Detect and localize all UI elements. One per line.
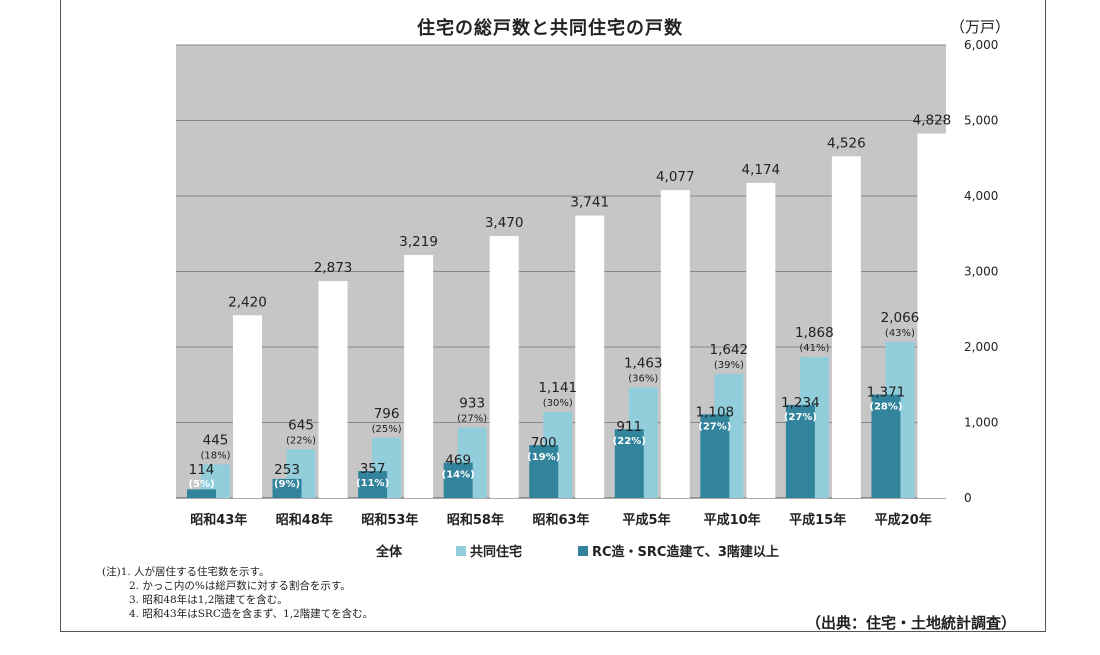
y-tick-label: 2,000 (964, 340, 998, 354)
legend-apartment: 共同住宅 (456, 541, 522, 560)
data-label-rc: 114 (189, 462, 215, 478)
pct-label-rc: (22%) (613, 436, 646, 447)
note-1: (注)1. 人が居住する住宅数を示す。 (102, 566, 270, 578)
bar-rc (187, 489, 216, 498)
bar-total (917, 133, 947, 498)
y-tick-label: 4,000 (964, 189, 998, 203)
bar-rc (272, 478, 302, 498)
data-label-rc: 1,371 (867, 384, 906, 400)
x-tick-label: 昭和43年 (190, 512, 247, 528)
bar-total (660, 190, 690, 498)
data-label-total: 4,174 (742, 162, 781, 178)
pct-label-rc: (19%) (527, 452, 560, 463)
legend-rc-swatch (578, 545, 588, 556)
pct-label-apartment: (36%) (628, 374, 658, 385)
unit-label: （万戸） (950, 18, 1011, 36)
data-label-total: 4,077 (656, 169, 695, 185)
bar-total (575, 215, 605, 498)
notes: (注)1. 人が居住する住宅数を示す。 2. かっこ内の%は総戸数に対する割合を… (102, 565, 374, 621)
data-label-apartment: 2,066 (881, 310, 920, 326)
chart-title: 住宅の総戸数と共同住宅の戸数 (417, 18, 683, 39)
pct-label-apartment: (30%) (543, 398, 573, 409)
data-label-total: 2,873 (314, 260, 353, 276)
bar-total (318, 281, 348, 498)
bar-rc (614, 429, 644, 498)
x-tick-label: 平成5年 (623, 512, 671, 528)
bar-total (404, 254, 434, 498)
pct-label-apartment: (22%) (286, 435, 316, 446)
pct-label-apartment: (41%) (799, 343, 829, 354)
x-tick-label: 平成10年 (704, 512, 761, 528)
data-label-total: 2,420 (228, 294, 267, 310)
pct-label-rc: (9%) (274, 479, 300, 490)
data-label-rc: 700 (531, 435, 557, 451)
y-tick-label: 3,000 (964, 265, 998, 279)
data-label-total: 3,470 (485, 215, 524, 231)
bar-rc (443, 462, 473, 498)
x-tick-label: 昭和53年 (361, 512, 418, 528)
source-note: （出典：住宅・土地統計調査） (806, 614, 1017, 632)
legend-apartment-swatch (456, 545, 466, 556)
legend-rc-label: RC造・SRC造建て、3階建以上 (592, 545, 779, 560)
x-tick-label: 平成20年 (875, 512, 932, 528)
data-label-rc: 469 (445, 453, 471, 469)
y-tick-label: 0 (964, 491, 972, 505)
data-label-total: 4,526 (827, 135, 866, 151)
x-tick-label: 昭和48年 (276, 512, 333, 528)
pct-label-apartment: (27%) (457, 414, 487, 425)
data-label-rc: 357 (360, 461, 386, 477)
y-tick-label: 1,000 (964, 416, 998, 430)
note-4: 4. 昭和43年はSRC造を含まず、1,2階建てを含む。 (129, 608, 374, 620)
y-tick-label: 5,000 (964, 114, 998, 128)
pct-label-apartment: (25%) (372, 424, 402, 435)
bar-rc (358, 471, 388, 498)
note-2: 2. かっこ内の%は総戸数に対する割合を示す。 (129, 580, 351, 592)
data-label-apartment: 1,141 (538, 380, 577, 396)
pct-label-rc: (27%) (698, 421, 731, 432)
legend-total: 全体 (376, 541, 402, 560)
data-label-rc: 911 (616, 419, 642, 435)
pct-label-rc: (27%) (784, 412, 817, 423)
pct-label-apartment: (43%) (885, 328, 915, 339)
bar-rc (700, 414, 730, 498)
bar-rc (785, 404, 815, 498)
y-tick-label: 6,000 (964, 38, 998, 52)
data-label-total: 4,828 (913, 112, 952, 128)
data-label-apartment: 1,642 (710, 342, 749, 358)
pct-label-apartment: (18%) (200, 450, 230, 461)
chart-frame (60, 0, 1046, 632)
bar-total (233, 315, 262, 498)
data-label-apartment: 1,463 (624, 356, 663, 372)
bar-total (489, 236, 519, 498)
pct-label-rc: (28%) (869, 401, 902, 412)
legend-total-label: 全体 (376, 545, 403, 560)
x-tick-label: 昭和58年 (447, 512, 504, 528)
pct-label-rc: (11%) (356, 478, 389, 489)
pct-label-apartment: (39%) (714, 360, 744, 371)
legend-rc: RC造・SRC造建て、3階建以上 (578, 541, 779, 560)
legend-apartment-label: 共同住宅 (470, 545, 523, 560)
bar-rc (871, 394, 901, 498)
bar-total (831, 156, 861, 499)
pct-label-rc: (5%) (188, 479, 214, 490)
data-label-rc: 253 (274, 462, 300, 478)
pct-label-rc: (14%) (442, 470, 475, 481)
x-tick-label: 昭和63年 (532, 512, 589, 528)
bar-rc (529, 445, 559, 498)
data-label-total: 3,741 (570, 195, 609, 211)
data-label-total: 3,219 (399, 234, 438, 250)
data-label-apartment: 645 (288, 417, 314, 433)
data-label-apartment: 1,868 (795, 325, 834, 341)
data-label-rc: 1,234 (781, 395, 820, 411)
data-label-apartment: 445 (203, 432, 229, 448)
x-tick-label: 平成15年 (789, 512, 846, 528)
data-label-apartment: 933 (459, 396, 485, 412)
data-label-apartment: 796 (374, 406, 400, 422)
data-label-rc: 1,108 (696, 404, 735, 420)
bar-total (746, 182, 776, 498)
note-3: 3. 昭和48年は1,2階建てを含む。 (129, 594, 288, 606)
